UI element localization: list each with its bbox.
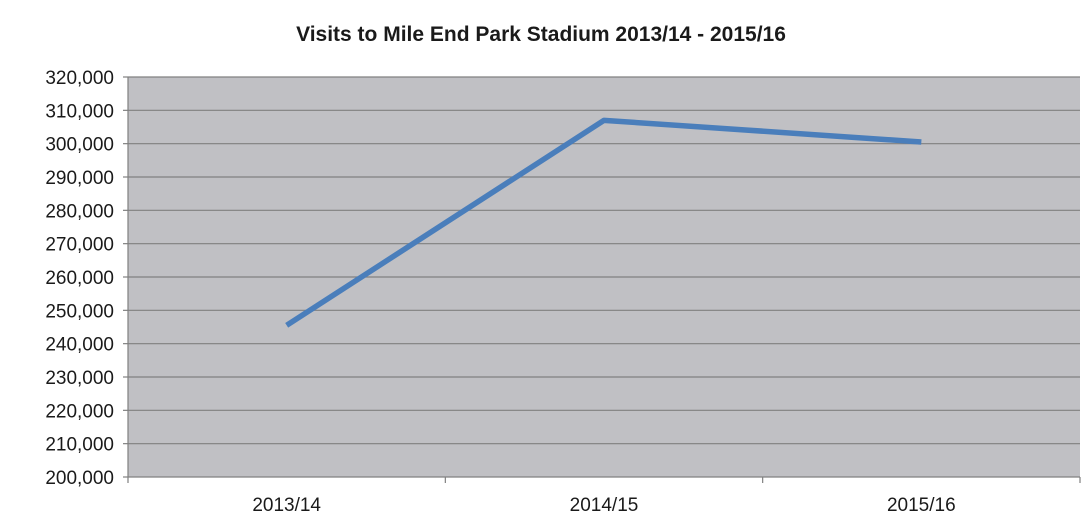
y-tick-label: 320,000 bbox=[45, 68, 114, 89]
x-tick-label: 2014/15 bbox=[570, 495, 639, 516]
series bbox=[285, 117, 922, 328]
x-tick-label: 2015/16 bbox=[887, 495, 956, 516]
y-tick-label: 310,000 bbox=[45, 101, 114, 122]
y-tick-label: 210,000 bbox=[45, 435, 114, 456]
gridlines bbox=[128, 76, 1080, 445]
y-tick-label: 280,000 bbox=[45, 201, 114, 222]
y-tick-label: 200,000 bbox=[45, 468, 114, 489]
y-tick-label: 220,000 bbox=[45, 401, 114, 422]
y-tick-label: 230,000 bbox=[45, 368, 114, 389]
y-tick-label: 240,000 bbox=[45, 335, 114, 356]
y-tick-label: 250,000 bbox=[45, 301, 114, 322]
x-axis: 2013/14 2014/15 2015/16 bbox=[127, 476, 1081, 516]
y-axis: 200,000 210,000 220,000 230,000 240,000 250,0… bbox=[45, 68, 129, 489]
chart-title: Visits to Mile End Park Stadium 2013/14 … bbox=[296, 23, 786, 46]
y-tick-label: 290,000 bbox=[45, 168, 114, 189]
y-tick-label: 270,000 bbox=[45, 235, 114, 256]
y-tick-label: 260,000 bbox=[45, 268, 114, 289]
y-tick-label: 300,000 bbox=[45, 135, 114, 156]
x-tick-label: 2013/14 bbox=[252, 495, 321, 516]
